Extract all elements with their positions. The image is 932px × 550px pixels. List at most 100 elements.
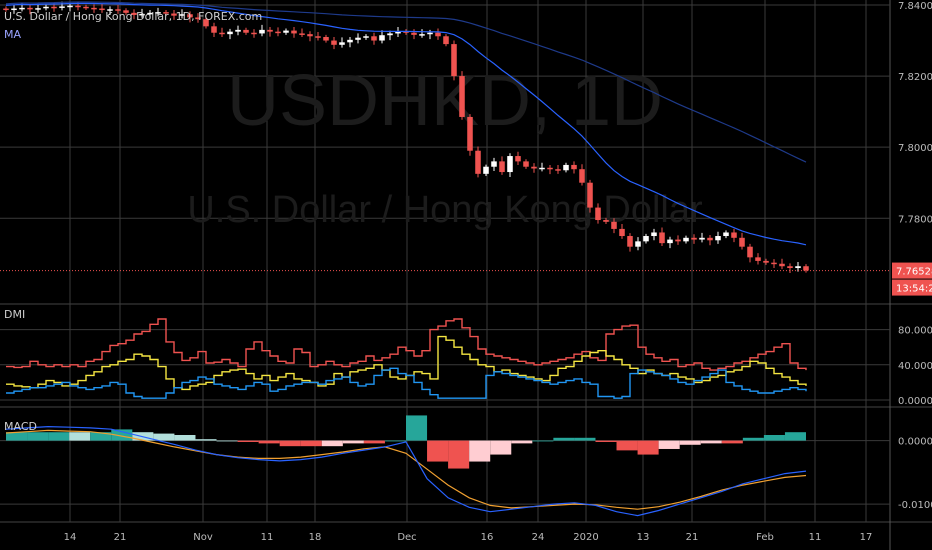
candle-body [411, 32, 417, 35]
candle-body [371, 36, 377, 41]
candle-body [459, 76, 465, 117]
candle-body [59, 6, 65, 8]
candle-body [147, 12, 153, 15]
macd-histogram-bar [679, 440, 701, 445]
candle-body [131, 12, 137, 15]
candle-body [363, 36, 369, 38]
price-tick-label: 7.80000 [898, 143, 932, 154]
macd-tick-label: -0.01000 [898, 500, 932, 511]
candle-body [267, 29, 273, 32]
candle-body [739, 237, 745, 247]
macd-histogram-bar [574, 437, 596, 441]
price-pane[interactable] [0, 1, 890, 273]
candle-body [579, 169, 585, 183]
dmi-pane[interactable] [6, 318, 807, 399]
macd-histogram-bar [469, 440, 491, 462]
macd-histogram-bar [616, 440, 638, 451]
candle-body [675, 239, 681, 242]
macd-label: MACD [4, 420, 37, 433]
dmi-series-1 [6, 335, 807, 391]
candle-body [187, 14, 193, 18]
candle-body [203, 19, 209, 27]
candle-body [27, 7, 33, 10]
macd-histogram-bar [90, 432, 112, 441]
macd-histogram-bar [384, 440, 406, 442]
dmi-label: DMI [4, 308, 25, 321]
candle-body [715, 236, 721, 241]
candle-body [35, 8, 41, 10]
candle-body [11, 8, 17, 11]
ma-fast-line [5, 2, 807, 246]
macd-histogram-bar [427, 440, 449, 462]
macd-histogram-bar [153, 433, 175, 441]
candle-body [683, 237, 689, 242]
candle-body [755, 257, 761, 261]
macd-histogram-bar [279, 440, 301, 447]
macd-histogram-bar [27, 432, 49, 441]
macd-histogram-bar [300, 440, 322, 447]
candle-body [539, 167, 545, 170]
candle-body [547, 167, 553, 170]
candle-body [627, 236, 633, 247]
x-tick-label: 11 [261, 532, 274, 543]
macd-histogram-bar [658, 440, 680, 449]
candle-body [99, 8, 105, 11]
macd-histogram-bar [48, 432, 70, 441]
x-tick-label: 13 [637, 532, 650, 543]
x-tick-label: 21 [686, 532, 699, 543]
candle-body [451, 44, 457, 77]
last-price-label: 7.76528 [896, 267, 932, 278]
candle-body [355, 37, 361, 40]
candle-body [803, 266, 809, 271]
macd-histogram-bar [700, 440, 722, 444]
candle-body [219, 32, 225, 35]
watermark: USDHKD, 1D U.S. Dollar / Hong Kong Dolla… [187, 61, 703, 231]
dmi-series-0 [6, 318, 807, 371]
macd-histogram-bar [742, 437, 764, 441]
candle-body [483, 166, 489, 174]
candle-body [427, 32, 433, 35]
macd-histogram-bar [532, 440, 554, 442]
candle-body [731, 232, 737, 238]
price-tick-label: 7.78000 [898, 214, 932, 225]
candle-body [467, 116, 473, 151]
candle-body [563, 164, 569, 171]
macd-histogram-bar [490, 440, 512, 455]
price-tick-label: 7.82000 [898, 72, 932, 83]
candle-body [19, 7, 25, 10]
candle-body [635, 241, 641, 247]
macd-histogram-bar [6, 432, 28, 441]
macd-histogram-bar [174, 434, 196, 441]
candle-body [163, 12, 169, 14]
candle-body [91, 7, 97, 10]
candle-body [523, 161, 529, 167]
macd-histogram-bar [321, 440, 343, 447]
macd-histogram-bar [448, 440, 470, 469]
macd-pane[interactable] [5, 415, 807, 517]
candle-body [403, 31, 409, 33]
candle-body [779, 263, 785, 267]
candle-body [299, 33, 305, 35]
candle-body [443, 36, 449, 45]
candle-body [3, 8, 9, 11]
candle-body [435, 32, 441, 37]
candle-body [107, 9, 113, 11]
candle-body [83, 6, 89, 9]
candle-body [283, 30, 289, 33]
axes: 14 21 Nov 11 18 Dec 16 24 2020 13 21 Feb 11 17 7.84000… [64, 1, 932, 543]
candle-body [123, 10, 129, 13]
x-tick-label: Feb [756, 532, 774, 543]
candle-body [595, 207, 601, 221]
candle-body [699, 237, 705, 240]
candle-body [195, 17, 201, 20]
candle-body [179, 14, 185, 16]
candle-body [499, 161, 505, 173]
candle-body [507, 156, 513, 173]
candle-body [235, 29, 241, 32]
macd-histogram-bar [553, 437, 575, 441]
